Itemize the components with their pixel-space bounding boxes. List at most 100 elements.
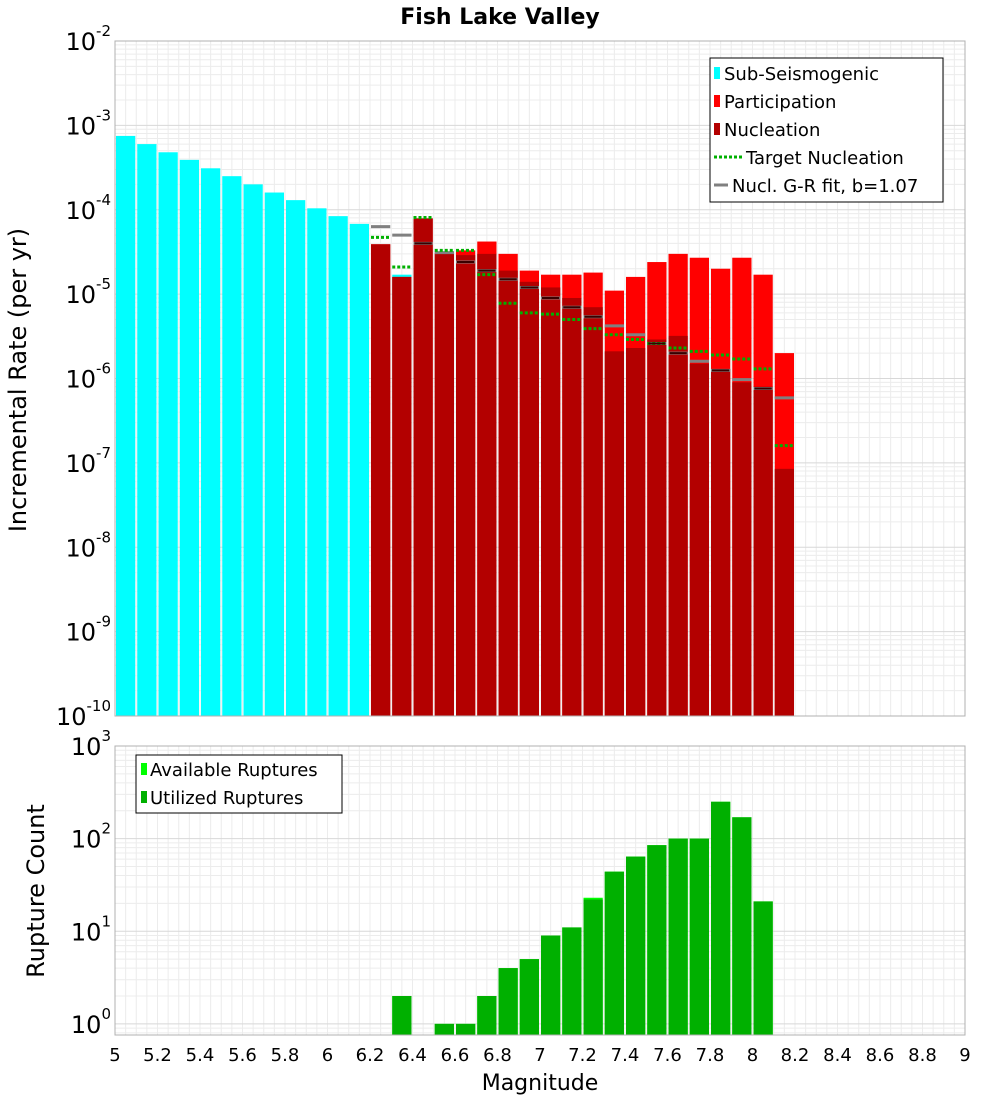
bar-nucleation [732, 382, 752, 716]
bar-utilized-ruptures [477, 996, 497, 1035]
bar-nucleation [562, 297, 582, 716]
bar-sub-seismogenic [264, 192, 284, 717]
rate-plot-y-ticks: 10-10 10-9 10-8 10-7 10-6 10-5 10-4 10-3 10-2 [56, 22, 111, 731]
legend-swatch-sub-seismogenic [714, 67, 720, 79]
bar-sub-seismogenic [328, 216, 348, 717]
bar-utilized-ruptures [541, 935, 561, 1035]
rate-legend-box [709, 57, 944, 203]
bar-nucleation [371, 244, 391, 717]
bar-nucleation [711, 368, 731, 716]
bar-sub-seismogenic [158, 152, 178, 716]
y-tick-label: 10-6 [65, 360, 111, 394]
x-tick-label: 7.2 [568, 1045, 597, 1066]
bar-sub-seismogenic [243, 184, 263, 717]
count-plot-bars [392, 801, 773, 1035]
bar-utilized-ruptures [647, 845, 667, 1035]
count-plot-x-ticks: 5 5.2 5.4 5.6 5.8 6 6.2 6.4 6.6 6.8 7 7.2 7.4 7.6 7.8 8… [109, 1045, 970, 1066]
bar-sub-seismogenic [222, 176, 242, 716]
x-tick-label: 6.8 [483, 1045, 512, 1066]
legend-label-utilized: Utilized Ruptures [150, 788, 303, 809]
bar-sub-seismogenic [116, 135, 136, 717]
bar-utilized-ruptures [689, 838, 709, 1035]
legend-label-sub-seismogenic: Sub-Seismogenic [724, 64, 879, 85]
legend-swatch-utilized [141, 791, 147, 803]
x-tick-label: 8.8 [908, 1045, 937, 1066]
y-tick-label: 10-8 [65, 528, 111, 562]
bar-sub-seismogenic [179, 159, 199, 717]
x-tick-label: 5 [109, 1045, 120, 1066]
legend-swatch-available [141, 763, 147, 775]
x-tick-label: 6 [322, 1045, 333, 1066]
y-tick-label: 102 [71, 820, 111, 854]
x-tick-label: 8.4 [823, 1045, 852, 1066]
rate-plot-bars [116, 135, 794, 717]
legend-label-available: Available Ruptures [150, 760, 318, 781]
bar-sub-seismogenic [349, 223, 369, 716]
bar-utilized-ruptures [668, 838, 688, 1035]
y-tick-label: 10-3 [65, 106, 111, 140]
x-tick-label: 5.8 [271, 1045, 300, 1066]
x-tick-label: 5.6 [228, 1045, 257, 1066]
bar-sub-seismogenic [201, 168, 221, 716]
count-y-axis-label: Rupture Count [22, 804, 50, 978]
bar-utilized-ruptures [519, 959, 539, 1035]
rate-plot: 10-10 10-9 10-8 10-7 10-6 10-5 10-4 10-3 10-2 In… [4, 22, 966, 731]
x-axis-label: Magnitude [482, 1071, 599, 1096]
bar-utilized-ruptures [498, 968, 518, 1035]
bar-utilized-ruptures [562, 927, 582, 1035]
bar-utilized-ruptures [711, 801, 731, 1035]
rate-legend: Sub-Seismogenic Participation Nucleation… [709, 57, 944, 203]
bar-nucleation [583, 307, 603, 716]
legend-label-target-nucleation: Target Nucleation [745, 148, 904, 169]
bar-utilized-ruptures [456, 1023, 476, 1035]
rate-plot-line-marks [371, 215, 794, 448]
y-tick-label: 10-9 [65, 613, 111, 647]
bar-nucleation [668, 335, 688, 716]
bar-nucleation [392, 276, 412, 716]
y-tick-label: 10-7 [65, 444, 111, 478]
x-tick-label: 6.6 [441, 1045, 470, 1066]
legend-swatch-nucleation [714, 123, 720, 135]
count-plot: 100 101 102 103 5 5.2 5.4 5.6 5.8 6 6.2 6.4 6.6 6.8 7… [22, 727, 971, 1096]
bar-utilized-ruptures [732, 817, 752, 1035]
bar-nucleation [434, 253, 454, 716]
y-tick-label: 10-2 [65, 22, 111, 56]
count-plot-y-ticks: 100 101 102 103 [71, 727, 111, 1039]
bar-nucleation [541, 287, 561, 716]
legend-label-gr-fit: Nucl. G-R fit, b=1.07 [732, 176, 918, 197]
bar-utilized-ruptures [583, 899, 603, 1035]
bar-nucleation [647, 339, 667, 716]
bar-nucleation [689, 363, 709, 716]
y-tick-label: 10-5 [65, 275, 111, 309]
y-tick-label: 100 [71, 1005, 111, 1039]
x-tick-label: 7 [534, 1045, 545, 1066]
bar-sub-seismogenic [137, 144, 157, 716]
bar-utilized-ruptures [626, 856, 646, 1035]
x-tick-label: 5.2 [143, 1045, 172, 1066]
rate-plot-frame [114, 40, 966, 717]
chart-title: Fish Lake Valley [400, 5, 599, 30]
y-tick-label: 10-10 [56, 697, 111, 731]
x-tick-label: 7.6 [653, 1045, 682, 1066]
bar-nucleation [774, 468, 794, 716]
x-tick-label: 7.8 [696, 1045, 725, 1066]
bar-nucleation [498, 270, 518, 716]
legend-swatch-participation [714, 95, 720, 107]
x-tick-label: 6.2 [356, 1045, 385, 1066]
bar-nucleation [477, 253, 497, 716]
x-tick-label: 9 [959, 1045, 970, 1066]
y-tick-label: 10-4 [65, 191, 111, 225]
bar-nucleation [456, 255, 476, 716]
bar-utilized-ruptures [434, 1023, 454, 1035]
bar-utilized-ruptures [753, 901, 773, 1035]
count-legend-box [135, 754, 343, 814]
bar-utilized-ruptures [392, 996, 412, 1035]
count-legend: Available Ruptures Utilized Ruptures [135, 754, 343, 814]
bar-nucleation [604, 351, 624, 716]
rate-y-axis-label: Incremental Rate (per yr) [4, 228, 32, 532]
x-tick-label: 8.2 [781, 1045, 810, 1066]
bar-nucleation [753, 386, 773, 716]
bar-sub-seismogenic [307, 208, 327, 716]
x-tick-label: 8.6 [866, 1045, 895, 1066]
